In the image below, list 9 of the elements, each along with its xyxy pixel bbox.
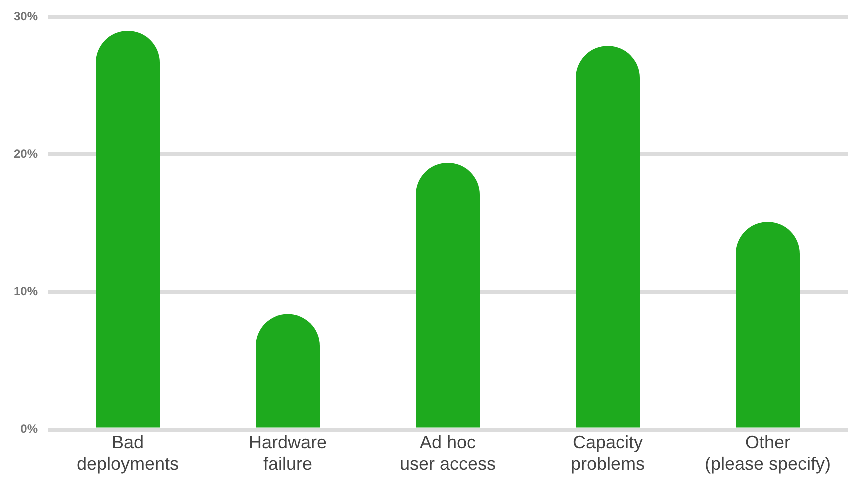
x-tick-label: Bad deployments	[76, 432, 180, 474]
x-tick-label: Hardware failure	[248, 432, 328, 474]
y-tick-label: 0%	[20, 422, 38, 436]
y-tick-label: 10%	[14, 284, 38, 299]
x-tick-label: Capacity problems	[570, 432, 646, 474]
x-tick-label: Other (please specify)	[704, 432, 832, 474]
x-tick-label: Ad hoc user access	[400, 432, 496, 474]
y-tick-label: 20%	[14, 147, 38, 162]
y-tick-label: 30%	[14, 10, 38, 24]
